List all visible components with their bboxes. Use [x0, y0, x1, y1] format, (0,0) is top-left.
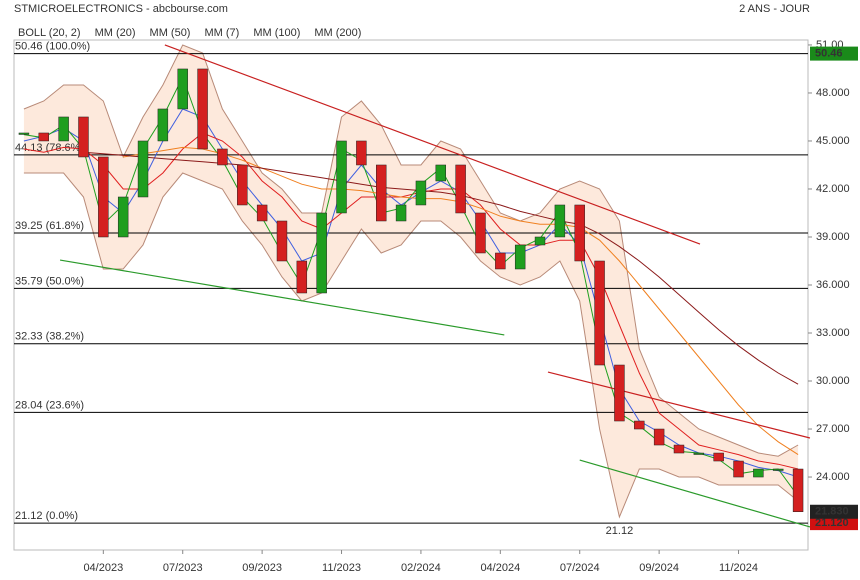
x-tick-label: 04/2024 — [480, 562, 520, 574]
candle — [256, 204, 268, 222]
trendline — [164, 44, 701, 245]
legend-entry: MM (200) — [314, 27, 361, 39]
moving-average — [23, 108, 799, 478]
candle — [753, 468, 764, 478]
y-tick-label: 30.000 — [816, 375, 850, 387]
x-tick-label: 09/2024 — [639, 562, 679, 574]
x-tick-label: 07/2024 — [560, 562, 600, 574]
candle — [296, 260, 308, 294]
price-box — [810, 516, 858, 531]
x-tick-label: 11/2024 — [719, 562, 758, 574]
candle — [157, 108, 169, 142]
candle — [455, 164, 466, 214]
candle — [773, 468, 784, 471]
x-tick-label: 07/2023 — [163, 562, 203, 574]
price-box-label: 21.120 — [815, 517, 849, 529]
y-tick-label: 48.000 — [816, 87, 850, 99]
x-tick-label: 11/2023 — [322, 562, 361, 574]
fib-label: 50.46 (100.0%) — [15, 41, 90, 53]
trendline — [59, 259, 505, 336]
price-box-label: 21.830 — [815, 506, 849, 518]
y-tick-label: 45.000 — [816, 135, 850, 147]
candle — [18, 132, 30, 135]
candle — [415, 180, 427, 206]
y-tick-label: 24.000 — [816, 471, 850, 483]
candle — [733, 460, 744, 478]
candle — [98, 156, 109, 238]
chart-title: STMICROELECTRONICS - abcbourse.com — [14, 3, 228, 15]
legend-entry: MM (7) — [204, 27, 239, 39]
price-box — [810, 46, 858, 61]
legend-entry: BOLL (20, 2) — [18, 27, 81, 39]
fib-label: 32.33 (38.2%) — [15, 331, 84, 343]
y-tick-label: 33.000 — [816, 327, 850, 339]
y-tick-label: 36.000 — [816, 279, 850, 291]
candle — [574, 204, 585, 262]
candle — [594, 260, 605, 366]
x-tick-label: 09/2023 — [242, 562, 282, 574]
price-box-label: 50.46 — [815, 48, 843, 60]
price-box — [810, 504, 858, 519]
candle — [634, 420, 645, 430]
fib-label: 35.79 (50.0%) — [15, 275, 84, 287]
moving-average — [83, 151, 799, 385]
candle — [713, 452, 724, 462]
legend-entry: MM (50) — [150, 27, 191, 39]
candle — [534, 236, 546, 246]
moving-average — [23, 75, 799, 497]
legend-entry: MM (20) — [95, 27, 136, 39]
chart-subtitle: 2 ANS - JOUR — [739, 3, 810, 15]
x-tick-label: 04/2023 — [83, 562, 123, 574]
candle — [237, 164, 248, 206]
candle — [197, 68, 208, 150]
trendline — [547, 371, 811, 439]
candle — [316, 212, 327, 294]
candle — [376, 164, 387, 222]
candle — [435, 164, 446, 182]
candle — [336, 140, 347, 214]
y-tick-label: 27.000 — [816, 423, 850, 435]
candle — [395, 204, 407, 222]
fib-label: 39.25 (61.8%) — [15, 220, 84, 232]
candle — [554, 204, 566, 238]
candle — [693, 452, 705, 455]
trendline — [579, 459, 811, 528]
candle — [137, 140, 149, 198]
x-tick-label: 02/2024 — [401, 562, 441, 574]
bollinger-upper — [23, 44, 799, 457]
annotation: 21.12 — [606, 525, 634, 537]
fib-label: 28.04 (23.6%) — [15, 399, 84, 411]
candle — [276, 220, 288, 262]
candle — [614, 364, 625, 422]
candle — [792, 468, 804, 513]
candle — [653, 428, 665, 446]
y-tick-label: 42.000 — [816, 183, 850, 195]
candle — [38, 132, 49, 142]
legend-entry: MM (100) — [253, 27, 300, 39]
candle — [673, 444, 685, 454]
candle — [58, 116, 69, 142]
moving-average — [23, 132, 799, 470]
y-tick-label: 39.000 — [816, 231, 850, 243]
candle — [475, 212, 486, 254]
candle — [117, 196, 129, 238]
candle — [78, 116, 89, 158]
candle — [495, 252, 506, 270]
candle — [177, 68, 188, 110]
fib-label: 21.12 (0.0%) — [15, 510, 78, 522]
candle — [514, 244, 526, 270]
candle — [356, 140, 367, 166]
candle — [217, 148, 228, 166]
